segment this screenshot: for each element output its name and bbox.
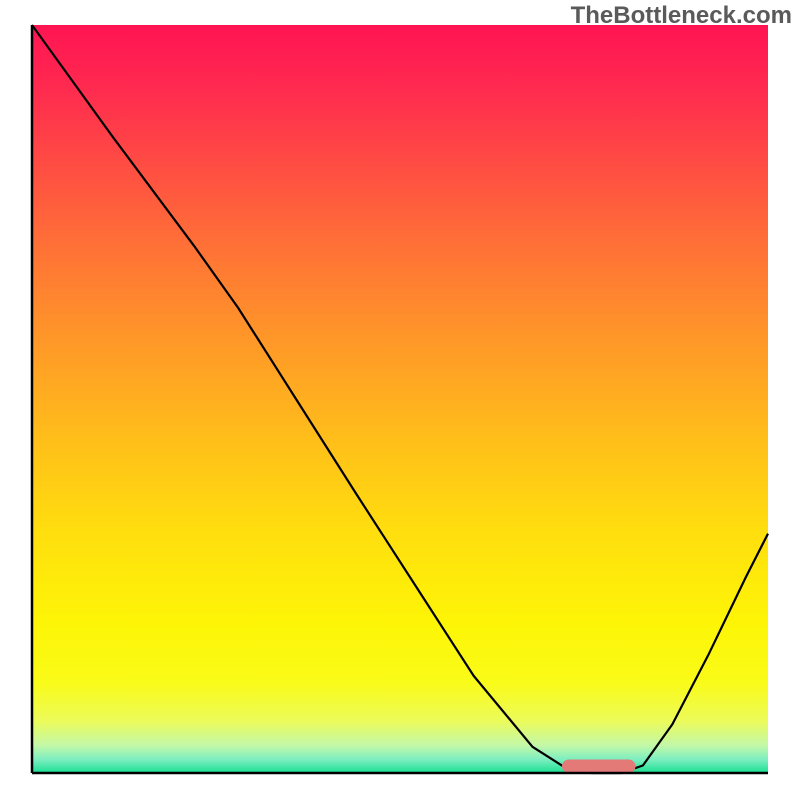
bottleneck-chart (0, 0, 800, 800)
gradient-background (32, 25, 768, 773)
optimal-marker (562, 760, 636, 773)
chart-container: TheBottleneck.com (0, 0, 800, 800)
